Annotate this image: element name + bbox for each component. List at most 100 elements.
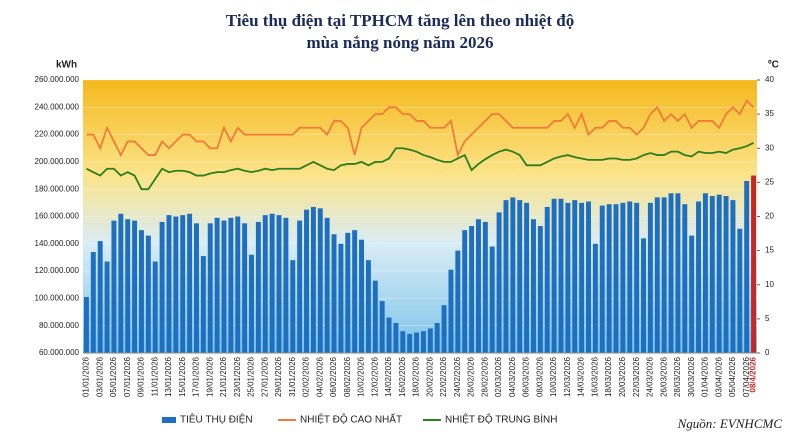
- bar: [132, 220, 138, 353]
- bar: [469, 226, 475, 353]
- bar: [737, 228, 743, 353]
- y2-tick-label: 35: [765, 109, 774, 118]
- bar: [551, 198, 557, 353]
- x-tick-label: 14/02/2026: [384, 356, 393, 397]
- x-tick-label: 26/03/2026: [659, 356, 668, 397]
- x-tick-label: 10/02/2026: [357, 356, 366, 397]
- y-axis-label: kWh: [56, 60, 77, 71]
- bar: [207, 223, 213, 353]
- x-tick-label: 02/02/2026: [302, 356, 311, 397]
- bar: [716, 194, 722, 353]
- bar: [83, 297, 89, 353]
- bar: [462, 230, 468, 353]
- x-tick-label: 30/03/2026: [687, 356, 696, 397]
- bar: [696, 201, 702, 353]
- y2-tick-label: 0: [765, 348, 770, 357]
- x-tick-label: 06/02/2026: [329, 356, 338, 397]
- bar: [400, 331, 406, 353]
- bar: [90, 251, 96, 353]
- bar: [579, 202, 585, 353]
- x-tick-label: 11/01/2026: [150, 356, 159, 396]
- bar: [455, 250, 461, 353]
- y2-tick-label: 10: [765, 280, 774, 289]
- x-tick-label: 10/03/2026: [549, 356, 558, 397]
- bar: [641, 238, 646, 353]
- bar: [723, 196, 729, 353]
- bar: [730, 200, 736, 353]
- x-tick-label: 18/02/2026: [412, 356, 421, 397]
- x-tick-label: 12/02/2026: [370, 356, 379, 397]
- bar: [166, 215, 172, 353]
- bar: [290, 260, 296, 353]
- bar: [565, 202, 571, 353]
- y-tick-label: 100.000.000: [35, 294, 80, 303]
- y-tick-label: 160.000.000: [35, 212, 80, 221]
- x-tick-label: 22/02/2026: [439, 356, 448, 397]
- x-tick-label: 01/01/2026: [82, 356, 91, 397]
- bar: [317, 208, 323, 353]
- bar: [200, 256, 206, 353]
- bar: [104, 261, 110, 353]
- bar: [475, 219, 481, 353]
- chart-title: mùa nắng nóng năm 2026: [306, 33, 493, 52]
- bar: [152, 261, 158, 353]
- bar: [620, 202, 626, 353]
- bar: [242, 223, 248, 353]
- line: [86, 141, 754, 191]
- bar: [180, 215, 186, 353]
- bar: [496, 212, 502, 353]
- bar: [489, 246, 495, 353]
- x-tick-label: 24/03/2026: [646, 356, 655, 397]
- bar: [627, 201, 633, 353]
- x-tick-label: 27/01/2026: [260, 356, 269, 397]
- bar: [214, 217, 220, 353]
- x-tick-label: 08/4/2026: [749, 356, 758, 392]
- bar: [365, 260, 371, 353]
- y2-tick-label: 5: [765, 314, 770, 323]
- x-tick-label: 15/01/2026: [178, 356, 187, 397]
- y-tick-label: 240.000.000: [35, 102, 80, 111]
- bar: [249, 254, 254, 353]
- bar: [482, 221, 488, 353]
- bar: [159, 221, 165, 353]
- x-tick-label: 22/03/2026: [632, 356, 641, 397]
- bar: [187, 213, 193, 353]
- y-tick-label: 220.000.000: [35, 130, 80, 139]
- bar: [441, 305, 447, 353]
- bar: [572, 200, 578, 353]
- x-tick-label: 08/02/2026: [343, 356, 352, 397]
- source: Nguồn: EVNHCMC: [677, 416, 783, 431]
- bar: [661, 197, 667, 353]
- y-tick-label: 140.000.000: [35, 239, 80, 248]
- x-tick-label: 28/03/2026: [673, 356, 682, 397]
- x-tick-label: 07/01/2026: [123, 356, 132, 397]
- bar: [427, 328, 433, 353]
- y2-tick-label: 20: [765, 212, 774, 221]
- x-tick-label: 23/01/2026: [233, 356, 242, 397]
- x-tick-label: 29/01/2026: [274, 356, 283, 397]
- y2-tick-label: 30: [765, 143, 774, 152]
- x-tick-label: 03/01/2026: [95, 356, 104, 397]
- bar: [194, 223, 199, 353]
- bar: [647, 202, 653, 353]
- x-tick-label: 26/02/2026: [467, 356, 476, 397]
- y-tick-label: 120.000.000: [35, 266, 80, 275]
- x-tick-label: 05/01/2026: [109, 356, 118, 397]
- x-tick-label: 17/01/2026: [192, 356, 201, 397]
- x-tick-label: 13/01/2026: [164, 356, 173, 397]
- x-tick-label: 25/01/2026: [247, 356, 256, 397]
- bar: [345, 232, 351, 353]
- x-tick-label: 28/02/2026: [480, 356, 489, 397]
- x-tick-label: 04/03/2026: [508, 356, 517, 397]
- bar: [675, 193, 681, 353]
- bar: [111, 220, 117, 353]
- x-tick-label: 14/03/2026: [577, 356, 586, 397]
- chart-title: Tiêu thụ điện tại TPHCM tăng lên theo nh…: [226, 11, 574, 30]
- bar: [414, 332, 420, 353]
- x-tick-label: 20/02/2026: [425, 356, 434, 397]
- x-tick-label: 01/04/2026: [701, 356, 710, 397]
- bar: [173, 216, 179, 353]
- bar: [407, 333, 413, 353]
- bar: [420, 331, 426, 353]
